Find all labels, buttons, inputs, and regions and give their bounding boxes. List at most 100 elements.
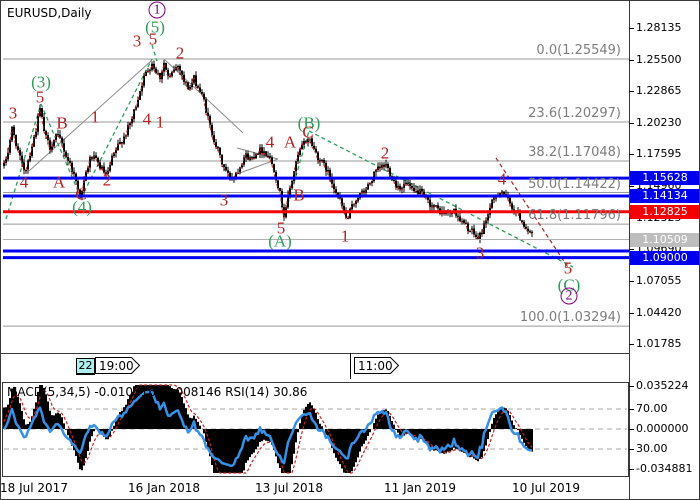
wave-path-red-minor: [3, 61, 533, 241]
wave-label: 1: [155, 112, 165, 132]
price-axis-tick: [629, 28, 634, 29]
wave-label: 1: [90, 107, 100, 127]
price-axis-label: 1.17595: [636, 147, 682, 161]
indicator-scale-tick: [629, 429, 634, 430]
date-axis-label: 13 Jul 2018: [255, 481, 323, 495]
trendline: [236, 147, 279, 160]
time-tag-left-text: 19:00: [99, 359, 134, 373]
indicator-scale-label: 70.00: [636, 402, 668, 415]
price-level-box: 1.09000: [630, 250, 699, 265]
fib-level-label: 50.0(1.14422): [528, 176, 621, 192]
price-axis-tick: [629, 312, 634, 314]
time-tag-right[interactable]: 11:00: [354, 357, 402, 375]
wave-label: (3): [31, 72, 51, 92]
wave-label: 5: [563, 258, 573, 278]
wave-label: 2: [380, 143, 390, 163]
price-axis-tick: [629, 59, 634, 61]
wave-label: 1: [148, 1, 166, 19]
wave-label: B: [293, 185, 305, 205]
wave-label: 2: [560, 287, 578, 305]
wave-label: A: [52, 172, 66, 192]
price-axis-tick: [629, 344, 634, 346]
wave-label: B: [56, 113, 68, 133]
wave-path-green: [80, 58, 153, 199]
indicator-scale-label: 30.00: [636, 442, 668, 455]
macd-histogram: [3, 385, 533, 473]
indicator-scale-label: -0.034881: [636, 462, 693, 475]
wave-label: 4: [19, 172, 29, 192]
wave-label: 4: [142, 109, 152, 129]
price-level-box: 1.15628: [630, 171, 699, 186]
wave-label: 2: [175, 43, 185, 63]
wave-label: (A): [268, 231, 292, 251]
price-axis-label: 1.20230: [636, 115, 682, 129]
price-axis-tick: [629, 186, 634, 188]
price-axis-tick: [629, 249, 634, 251]
wave-label: 3: [8, 103, 18, 123]
price-level-box: 1.10509: [630, 232, 699, 247]
wave-label: 5: [35, 87, 45, 107]
wave-label: 3: [475, 243, 485, 263]
fib-level-label: 23.6(1.20297): [528, 106, 621, 122]
wave-path-red: [495, 157, 570, 270]
symbol-timeframe-label: EURUSD,Daily: [7, 6, 92, 20]
price-axis-tick: [629, 91, 634, 93]
indicator-scale-label: 0.000000: [636, 422, 689, 435]
wave-label: (4): [72, 197, 92, 217]
date-axis-label: 18 Jul 2017: [0, 481, 68, 495]
indicator-scale-tick: [629, 469, 634, 470]
time-tag-right-shape: [354, 357, 400, 374]
wave-label: 1: [340, 226, 350, 246]
wave-label: A: [283, 132, 297, 152]
price-axis-tick: [629, 122, 634, 124]
wave-label: 3: [219, 190, 229, 210]
wave-label: C: [75, 184, 87, 204]
date-axis-label: 10 Jul 2019: [512, 481, 580, 495]
wave-path-green: [5, 103, 42, 220]
price-axis-label: 1.04420: [636, 305, 682, 319]
wave-label: 3: [132, 31, 142, 51]
price-axis-tick: [629, 280, 634, 282]
indicator-scale-tick: [629, 409, 634, 410]
wave-label: 4: [497, 169, 507, 189]
price-axis-label: 1.01785: [636, 337, 682, 351]
price-axis-label: 1.07055: [636, 273, 682, 287]
price-axis-label: 1.22865: [636, 84, 682, 98]
wave-path-green: [151, 44, 158, 62]
price-axis-label: 1.28135: [636, 21, 682, 34]
main-chart-bottom-border: [1, 353, 629, 354]
time-tag-left[interactable]: 19:00: [95, 357, 143, 375]
indicator-header-label: MACD(5,34,5) -0.010216 -0.008146 RSI(14)…: [7, 385, 308, 399]
fib-level-label: 61.8(1.11796): [528, 208, 621, 224]
indicator-scale-tick: [629, 386, 634, 387]
indicator-scale-label: 0.035224: [636, 379, 689, 392]
fib-level-label: 38.2(1.17048): [528, 145, 621, 161]
time-tag-left-shape: [95, 357, 141, 374]
time-tag-right-text: 11:00: [358, 359, 393, 373]
wave-label: (B): [297, 113, 321, 133]
fib-level-label: 100.0(1.03294): [519, 310, 621, 326]
indicator-panel-border: [2, 382, 629, 477]
date-axis-label: 16 Jan 2018: [128, 481, 200, 495]
wave-label: 5: [148, 29, 158, 49]
price-axis-tick: [629, 154, 634, 156]
wave-label: C: [302, 122, 314, 142]
wave-label: (5): [145, 17, 165, 37]
wave-label: 4: [265, 132, 275, 152]
wave-label: 2: [102, 170, 112, 190]
macd-signal-line: [3, 384, 533, 474]
wave-path-green: [40, 103, 82, 199]
wave-label: 5: [276, 218, 286, 238]
fib-level-label: 0.0(1.25549): [536, 43, 621, 59]
indicator-scale-tick: [629, 449, 634, 450]
rsi-line: [3, 389, 533, 468]
price-axis-label: 1.25500: [636, 52, 682, 66]
price-level-box: 1.14134: [630, 189, 699, 203]
bar-number-box[interactable]: 22: [76, 358, 95, 375]
ruler-separator-line: [350, 353, 351, 379]
date-axis-label: 11 Jan 2019: [384, 481, 456, 495]
wave-path-green: [308, 130, 574, 268]
trendline: [28, 60, 152, 172]
